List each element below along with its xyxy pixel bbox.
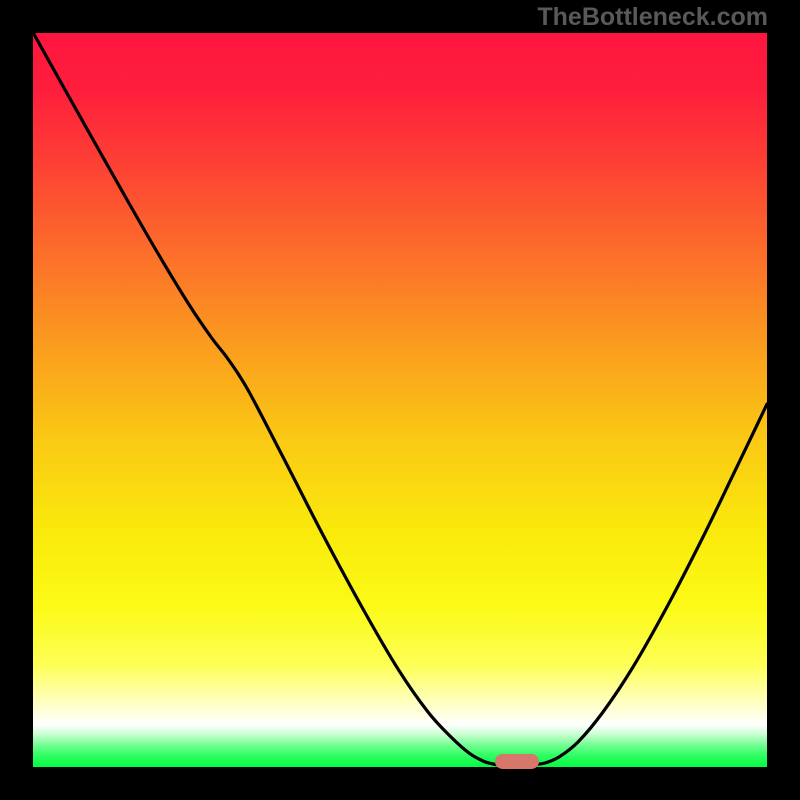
chart-container: TheBottleneck.com [0, 0, 800, 800]
watermark-text: TheBottleneck.com [537, 3, 768, 32]
optimal-marker [495, 754, 539, 769]
plot-area [33, 33, 767, 767]
curve-line [33, 33, 767, 767]
